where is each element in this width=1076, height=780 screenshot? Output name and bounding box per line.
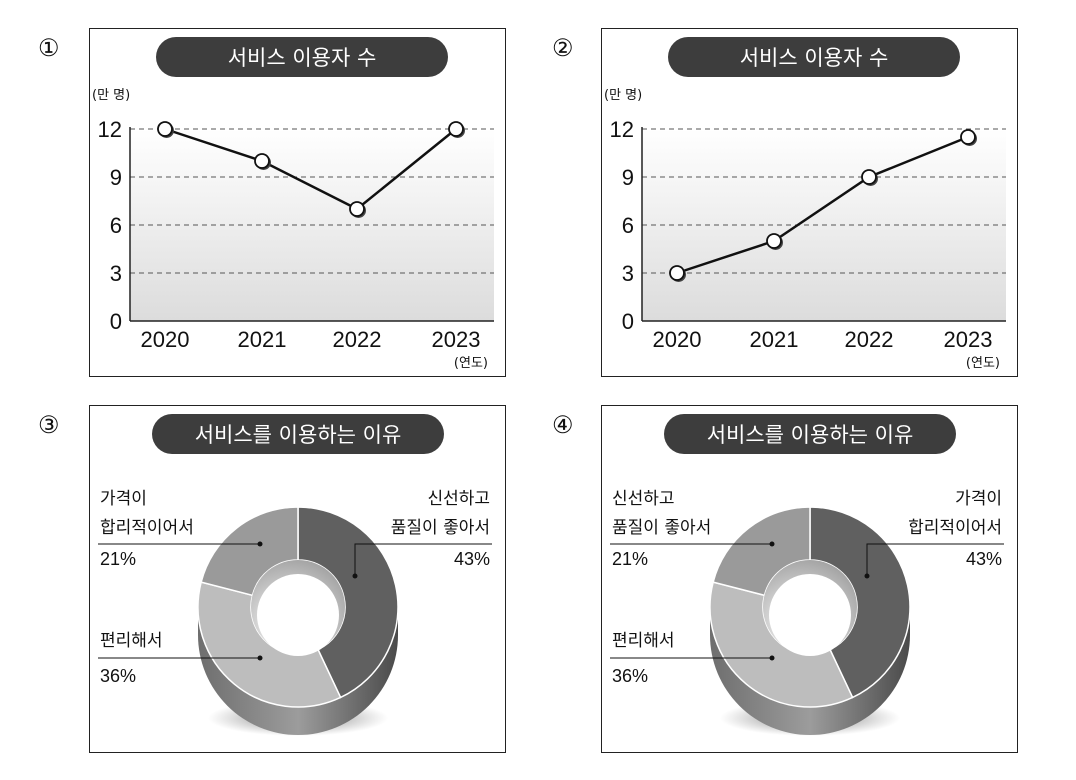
leader-dot [769,541,775,547]
chart-title: 서비스 이용자 수 [740,46,889,70]
leader-dot [257,655,263,661]
slice-label: 품질이 좋아서 [391,518,490,538]
donut-hole-inner [257,574,339,656]
slice-percent: 21% [612,549,648,569]
leader-dot [769,655,775,661]
x-tick-label: 2020 [141,327,190,352]
series-line [164,127,457,211]
series-line [676,135,969,275]
y-tick-label: 9 [622,165,634,190]
option-marker-1: ① [38,34,60,62]
chart-title-pill [664,414,956,454]
x-axis-unit: (연도) [966,356,1000,371]
data-point [766,233,782,249]
chart-title: 서비스 이용자 수 [228,46,377,70]
x-tick-label: 2020 [653,327,702,352]
x-tick-label: 2022 [845,327,894,352]
data-point [349,201,365,217]
data-point [157,121,173,137]
leader-dot [352,573,358,579]
leader-dot [257,541,263,547]
slice-label: 가격이 [955,489,1002,509]
line-chart-panel-1: 서비스 이용자 수 0 3 6 9 12 (만 명) (연도) 2020 2021 2022 2023 [89,28,506,377]
data-point [669,265,685,281]
data-point [960,129,976,145]
slice-percent: 21% [100,549,136,569]
slice-percent: 36% [612,666,648,686]
slice-label: 편리해서 [612,631,675,651]
slice-percent: 43% [966,549,1002,569]
slice-label: 신선하고 [612,489,675,509]
data-point [254,153,270,169]
y-tick-label: 12 [98,117,122,142]
line-chart-2: 서비스 이용자 수 0 3 6 9 12 (만 명) (연도) 2020 2021 2022 2023 [604,37,1006,371]
y-tick-label: 6 [110,213,122,238]
y-axis-unit: (만 명) [92,88,130,103]
x-axis-unit: (연도) [454,356,488,371]
slice-percent: 36% [100,666,136,686]
slice-label: 가격이 [100,489,147,509]
slice-label: 신선하고 [427,489,490,509]
y-tick-label: 12 [610,117,634,142]
leader-line [866,543,1004,576]
x-tick-label: 2023 [944,327,993,352]
chart-title-pill [668,37,960,77]
slice-label: 합리적이어서 [908,518,1002,538]
line-chart-panel-2: 서비스 이용자 수 0 3 6 9 12 (만 명) (연도) 2020 2021 2022 2023 [601,28,1018,377]
y-tick-label: 0 [110,309,122,334]
slice-percent: 43% [454,549,490,569]
slice-label: 합리적이어서 [100,518,194,538]
leader-dot [864,573,870,579]
chart-title-pill [152,414,444,454]
data-point [861,169,877,185]
x-tick-label: 2022 [333,327,382,352]
y-axis-unit: (만 명) [604,88,642,103]
chart-title: 서비스를 이용하는 이유 [195,423,402,447]
option-marker-4: ④ [552,411,574,439]
data-point [448,121,464,137]
y-tick-label: 6 [622,213,634,238]
y-tick-label: 0 [622,309,634,334]
y-tick-label: 9 [110,165,122,190]
leader-line [354,543,492,576]
chart-title: 서비스를 이용하는 이유 [707,423,914,447]
y-tick-label: 3 [110,261,122,286]
line-chart-1: 서비스 이용자 수 0 3 6 9 12 (만 명) (연도) 2020 2021 2022 2023 [92,37,494,371]
slice-label: 편리해서 [100,631,163,651]
y-tick-label: 3 [622,261,634,286]
x-tick-label: 2021 [238,327,287,352]
option-marker-2: ② [552,34,574,62]
slice-label: 품질이 좋아서 [612,518,711,538]
donut-hole-inner [769,574,851,656]
x-tick-label: 2023 [432,327,481,352]
option-marker-3: ③ [38,411,60,439]
chart-title-pill [156,37,448,77]
x-tick-label: 2021 [750,327,799,352]
